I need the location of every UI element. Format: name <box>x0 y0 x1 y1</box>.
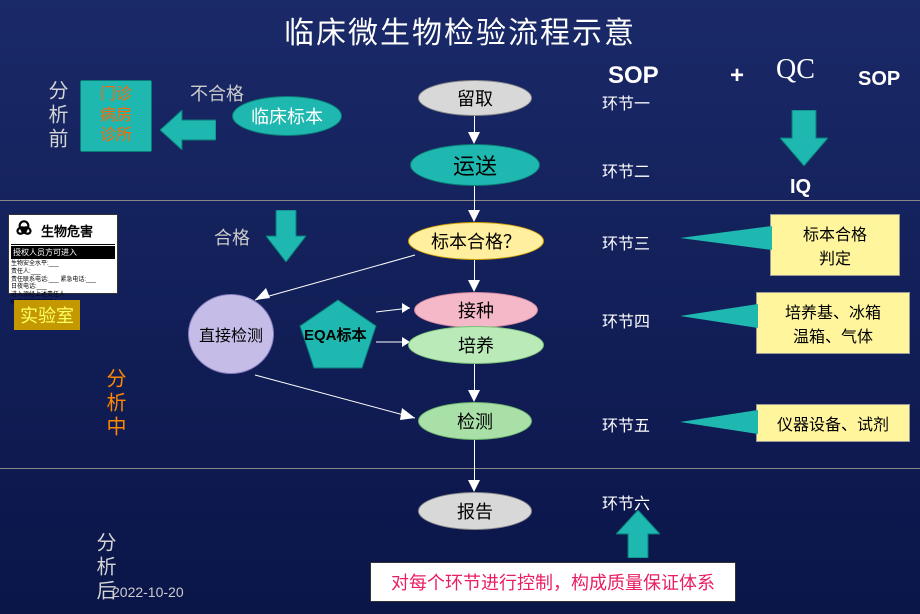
arrow-2 <box>474 186 475 212</box>
biohazard-sign: 生物危害 授权人员方可进入 生物安全水平:___责任人:___责任联系电话:__… <box>8 214 118 294</box>
node-qualify: 标本合格？ <box>408 222 544 260</box>
arrowhead-1 <box>468 132 480 144</box>
arrowhead-2 <box>468 210 480 222</box>
node-culture: 培养 <box>408 326 544 364</box>
arrow-3 <box>474 260 475 282</box>
node-detect: 检测 <box>418 402 532 440</box>
arrowhead-3 <box>468 280 480 292</box>
phase-pre: 分析前 <box>42 80 71 152</box>
node-clinic: 门诊 病房 诊所 <box>80 80 152 152</box>
footer-note: 对每个环节进行控制，构成质量保证体系 <box>370 562 736 602</box>
node-transport: 运送 <box>410 144 540 186</box>
label-pass: 合格 <box>214 224 250 250</box>
callout-qualify: 标本合格 判定 <box>770 214 900 276</box>
phase-mid: 分析中 <box>100 368 129 440</box>
arrow-5 <box>474 440 475 482</box>
callout-tail-3 <box>680 410 758 436</box>
step-1: 环节一 <box>602 90 650 114</box>
node-clinical-sample: 临床标本 <box>232 96 342 136</box>
callout-tail-1 <box>680 226 772 256</box>
node-direct: 直接检测 <box>188 294 274 374</box>
callout-culture: 培养基、冰箱 温箱、气体 <box>756 292 910 354</box>
page-title: 临床微生物检验流程示意 <box>0 8 920 52</box>
label-iq: IQ <box>790 176 811 199</box>
arrowhead-4 <box>468 390 480 402</box>
arrow-qc-to-iq <box>780 110 828 166</box>
node-report: 报告 <box>418 492 532 530</box>
callout-detect: 仪器设备、试剂 <box>756 404 910 442</box>
label-sop2: SOP <box>858 68 900 91</box>
step-4: 环节四 <box>602 308 650 332</box>
divider-1 <box>0 200 920 201</box>
arrow-4 <box>474 364 475 392</box>
node-inoculate: 接种 <box>414 292 538 328</box>
date-label: 2022-10-20 <box>112 584 184 600</box>
arrow-footer-up <box>616 510 660 558</box>
step-2: 环节二 <box>602 158 650 182</box>
step-3: 环节三 <box>602 230 650 254</box>
node-eqa: EQA标本 <box>304 324 367 345</box>
node-collect: 留取 <box>418 80 532 116</box>
arrow-fail-back <box>160 110 216 150</box>
step-5: 环节五 <box>602 412 650 436</box>
label-lab: 实验室 <box>14 300 80 330</box>
divider-2 <box>0 468 920 469</box>
label-fail: 不合格 <box>190 80 244 106</box>
label-qc: QC <box>776 54 815 86</box>
arrowhead-5 <box>468 480 480 492</box>
arrow-direct-detect <box>250 370 430 430</box>
label-sop1: SOP <box>608 62 659 90</box>
callout-tail-2 <box>680 304 758 334</box>
label-plus: + <box>730 62 744 90</box>
